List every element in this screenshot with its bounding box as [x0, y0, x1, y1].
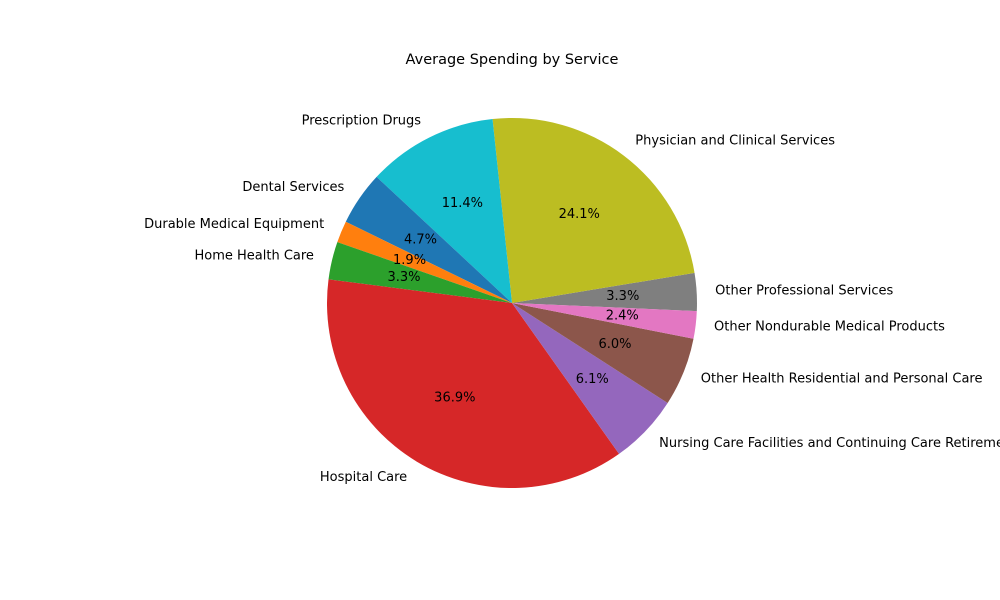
pie-percent-label: 1.9%: [393, 253, 426, 268]
pie-slice-dental-services: [345, 176, 512, 303]
pie-percent-label: 6.1%: [576, 372, 609, 387]
pie-slice-physician-and-clinical-services: [492, 118, 695, 303]
pie-percent-label: 36.9%: [434, 391, 475, 406]
pie-slice-durable-medical-equipment: [337, 221, 512, 303]
pie-slice-other-health-residential-and-personal-care: [512, 303, 694, 403]
pie-percent-label: 4.7%: [404, 233, 437, 248]
pie-percent-label: 11.4%: [442, 196, 483, 211]
pie-percent-label: 3.3%: [606, 289, 639, 304]
pie-slice-nursing-care-facilities-and-continuing-care-retirement-communities: [512, 303, 668, 454]
pie-category-label: Other Professional Services: [715, 283, 893, 298]
pie-slice-home-health-care: [328, 242, 512, 303]
pie-category-label: Physician and Clinical Services: [635, 134, 835, 149]
pie-category-label: Hospital Care: [320, 470, 407, 485]
pie-percent-label: 24.1%: [559, 207, 600, 222]
pie-percent-label: 3.3%: [387, 270, 420, 285]
pie-category-label: Prescription Drugs: [302, 113, 422, 128]
pie-slice-hospital-care: [326, 279, 620, 489]
pie-slice-prescription-drugs: [376, 119, 512, 303]
pie-category-label: Durable Medical Equipment: [144, 217, 324, 232]
pie-slices: [326, 118, 697, 489]
pie-category-label: Nursing Care Facilities and Continuing C…: [659, 436, 1000, 451]
pie-slice-other-professional-services: [512, 272, 697, 312]
pie-percent-label: 2.4%: [606, 309, 639, 324]
pie-slice-other-nondurable-medical-products: [512, 303, 697, 339]
pie-labels: 3.3% Other Professional Services 24.1% Phys…: [144, 113, 1000, 484]
pie-category-label: Home Health Care: [194, 249, 313, 264]
pie-category-label: Other Nondurable Medical Products: [714, 320, 945, 335]
chart-title: Average Spending by Service: [406, 52, 619, 68]
pie-percent-label: 6.0%: [598, 337, 631, 352]
pie-category-label: Other Health Residential and Personal Ca…: [701, 371, 983, 386]
pie-category-label: Dental Services: [242, 180, 344, 195]
